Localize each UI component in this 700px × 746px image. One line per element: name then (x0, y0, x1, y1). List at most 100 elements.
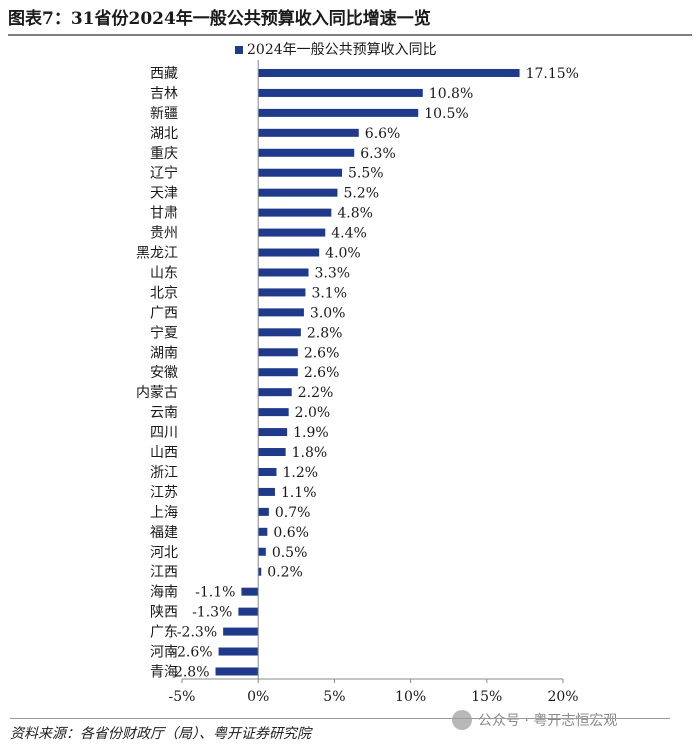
bar (258, 328, 301, 337)
category-label: 北京 (150, 285, 178, 301)
x-tick-label: 5% (323, 689, 345, 705)
bar (258, 68, 520, 77)
category-label: 天津 (150, 186, 178, 202)
category-label: 宁夏 (150, 324, 178, 341)
bar (258, 228, 326, 237)
bar (258, 527, 268, 536)
data-label: 4.4% (331, 226, 367, 242)
category-label: 贵州 (150, 226, 178, 242)
bar (258, 408, 289, 417)
x-tick-label: 20% (547, 689, 578, 705)
x-tick-label: -5% (169, 689, 196, 705)
data-label: 0.7% (275, 505, 311, 521)
bar (258, 188, 338, 197)
data-label: 3.0% (310, 305, 346, 321)
data-label: 2.6% (304, 345, 340, 361)
data-label: 0.2% (267, 565, 303, 581)
bar (258, 428, 288, 437)
bar (215, 667, 259, 676)
data-label: 3.3% (314, 265, 350, 281)
category-label: 云南 (150, 405, 178, 421)
category-label: 湖北 (150, 126, 178, 142)
watermark: 公众号 · 粤开志恒宏观 (452, 710, 617, 730)
data-label: 2.0% (295, 405, 331, 421)
category-label: 海南 (150, 585, 178, 601)
data-label: 1.1% (281, 485, 317, 501)
bar (258, 467, 277, 476)
data-label: 0.5% (272, 545, 308, 561)
category-label: 广东 (150, 625, 178, 641)
x-tick-label: 0% (247, 689, 269, 705)
bar (258, 148, 355, 157)
chart-title: 图表7：31省份2024年一般公共预算收入同比增速一览 (8, 2, 692, 36)
category-label: 江苏 (150, 485, 178, 501)
source-note: 资料来源：各省份财政厅（局）、粤开证券研究院 (10, 718, 670, 743)
category-label: 西藏 (150, 66, 178, 82)
category-label: 福建 (150, 525, 178, 541)
category-label: 河南 (150, 645, 178, 661)
data-label: 1.9% (293, 425, 329, 441)
bar (258, 507, 269, 516)
bar (258, 547, 266, 556)
bar (258, 348, 298, 357)
bar (258, 567, 262, 576)
bar (258, 108, 419, 117)
category-label: 吉林 (150, 86, 178, 102)
category-label: 甘肃 (150, 206, 178, 222)
category-label: 新疆 (150, 106, 178, 122)
bar (258, 208, 332, 217)
category-label: 内蒙古 (136, 385, 178, 401)
data-label: -1.3% (192, 605, 232, 621)
bar (258, 248, 320, 257)
data-label: 2.8% (307, 325, 343, 341)
bar (258, 487, 275, 496)
bar (238, 607, 259, 616)
bar (223, 627, 259, 636)
data-label: 17.15% (526, 66, 579, 82)
x-tick-label: 15% (471, 689, 502, 705)
category-label: 江西 (150, 565, 178, 581)
category-label: 黑龙江 (136, 246, 178, 262)
category-label: 四川 (150, 425, 178, 441)
data-label: 6.6% (365, 126, 401, 142)
data-label: 0.6% (273, 525, 309, 541)
category-label: 山东 (150, 265, 178, 281)
bar (258, 288, 306, 297)
legend-label: 2024年一般公共预算收入同比 (247, 42, 437, 58)
category-label: 河北 (150, 545, 178, 561)
bar (258, 128, 359, 137)
data-label: 5.2% (343, 186, 379, 202)
category-label: 广西 (150, 305, 178, 321)
category-label: 浙江 (150, 465, 178, 481)
category-label: 湖南 (150, 345, 178, 361)
wechat-icon (452, 710, 472, 730)
category-label: 陕西 (150, 605, 178, 621)
data-label: 2.8% (174, 664, 210, 680)
category-label: 山西 (150, 445, 178, 461)
category-label: 辽宁 (150, 165, 178, 182)
bar (258, 388, 292, 397)
category-label: 青海 (150, 664, 178, 680)
category-label: 重庆 (150, 146, 178, 162)
bar (258, 168, 343, 177)
data-label: -2.6% (172, 645, 212, 661)
data-label: 5.5% (348, 166, 384, 182)
data-label: 6.3% (360, 146, 396, 162)
bar (241, 587, 259, 596)
bar (258, 268, 309, 277)
bar (258, 308, 304, 317)
data-label: 2.6% (304, 365, 340, 381)
data-label: 1.8% (292, 445, 328, 461)
data-label: 1.2% (282, 465, 318, 481)
data-label: 10.8% (429, 86, 473, 102)
data-label: 4.8% (337, 206, 373, 222)
data-label: -2.3% (177, 625, 217, 641)
data-label: -1.1% (195, 585, 235, 601)
bar (258, 88, 423, 97)
bar (258, 368, 298, 377)
bar (258, 448, 286, 457)
data-label: 2.2% (298, 385, 334, 401)
data-label: 4.0% (325, 246, 361, 262)
category-label: 上海 (150, 505, 178, 521)
